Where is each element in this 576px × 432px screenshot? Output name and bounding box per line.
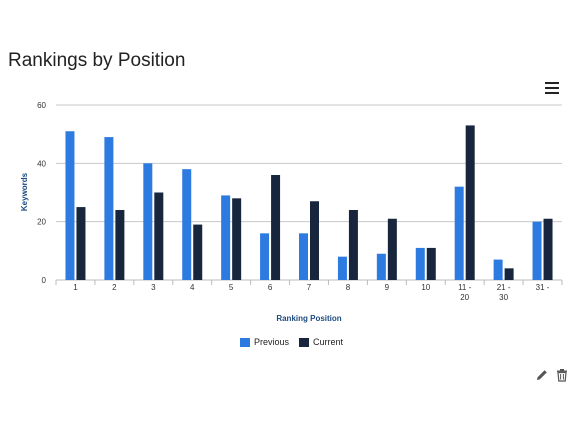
bar-current-9: [387, 218, 397, 280]
bar-previous-5: [221, 195, 231, 280]
bar-previous-13: [532, 221, 542, 280]
bar-current-3: [154, 192, 164, 280]
bar-current-13: [543, 218, 553, 280]
bar-previous-3: [143, 163, 153, 280]
x-tick-label: 8: [346, 283, 351, 292]
x-tick-label: 21 -30: [497, 283, 511, 302]
hamburger-menu-icon[interactable]: [545, 82, 559, 94]
bar-previous-2: [104, 137, 114, 280]
bar-previous-12: [493, 259, 503, 280]
legend-item-previous[interactable]: Previous: [240, 337, 289, 347]
bar-current-1: [76, 207, 86, 280]
bar-previous-4: [182, 169, 192, 280]
y-tick-label: 40: [37, 159, 46, 168]
bar-current-2: [115, 210, 125, 280]
x-tick-label: 6: [268, 283, 273, 292]
bar-previous-1: [65, 131, 75, 280]
x-tick-label: 1: [73, 283, 78, 292]
bar-current-5: [232, 198, 242, 280]
x-tick-label: 7: [307, 283, 312, 292]
bar-previous-10: [415, 247, 425, 280]
bar-current-10: [426, 247, 436, 280]
bar-previous-7: [299, 233, 308, 280]
x-tick-label: 31 -: [536, 283, 550, 292]
chart-legend: Previous Current: [240, 337, 353, 347]
bar-previous-9: [376, 253, 386, 280]
bar-previous-11: [454, 186, 464, 280]
bar-current-12: [504, 268, 514, 280]
y-tick-label: 60: [37, 101, 46, 110]
bar-current-8: [348, 210, 358, 280]
bar-current-11: [465, 125, 475, 281]
x-tick-label: 5: [229, 283, 234, 292]
legend-swatch-previous: [240, 337, 250, 347]
x-axis-title: Ranking Position: [276, 314, 341, 323]
x-tick-label: 3: [151, 283, 156, 292]
legend-label-previous: Previous: [254, 337, 290, 347]
legend-label-current: Current: [313, 337, 344, 347]
y-axis-title: Keywords: [20, 172, 29, 211]
y-tick-label: 20: [37, 218, 46, 227]
y-tick-label: 0: [42, 276, 47, 285]
legend-item-current[interactable]: Current: [299, 337, 343, 347]
bar-current-7: [310, 201, 319, 280]
bar-current-4: [193, 224, 203, 280]
pencil-icon[interactable]: [535, 368, 549, 382]
x-tick-label: 9: [385, 283, 390, 292]
bar-previous-8: [337, 256, 347, 280]
x-tick-label: 2: [112, 283, 117, 292]
x-tick-label: 4: [190, 283, 195, 292]
legend-swatch-current: [299, 337, 310, 347]
bar-current-6: [271, 175, 281, 280]
chart-title: Rankings by Position: [8, 50, 186, 71]
x-tick-label: 11 -20: [458, 283, 472, 302]
bar-previous-6: [260, 233, 270, 280]
x-tick-label: 10: [421, 283, 430, 292]
trash-icon[interactable]: [555, 368, 569, 382]
